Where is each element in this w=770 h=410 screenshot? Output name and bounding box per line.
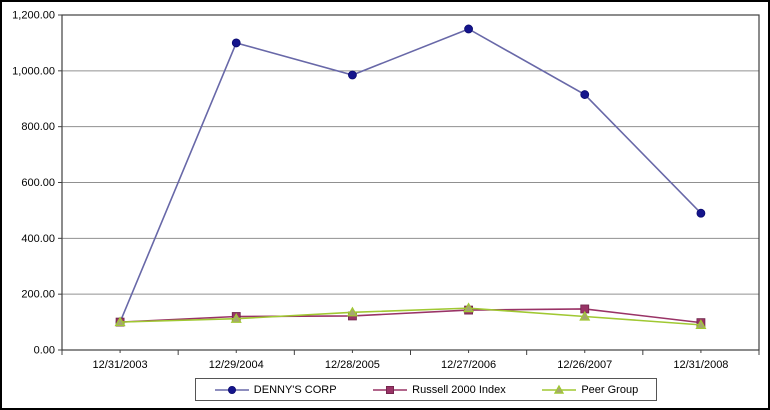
y-axis-label: 400.00 — [21, 233, 55, 245]
data-point — [463, 302, 475, 313]
x-axis-label: 12/31/2008 — [673, 359, 728, 371]
y-axis-label: 600.00 — [21, 177, 55, 189]
y-axis-label: 800.00 — [21, 121, 55, 133]
legend-marker — [227, 385, 236, 394]
x-axis-label: 12/26/2007 — [557, 359, 612, 371]
series-line-2 — [120, 307, 701, 326]
data-point — [580, 90, 590, 99]
series-line-0 — [119, 28, 702, 323]
legend-label-peer-group: Peer Group — [581, 383, 639, 396]
legend-item-dennys-corp: DENNY'S CORP — [214, 384, 337, 396]
legend-marker — [554, 384, 565, 394]
series-line-1 — [120, 308, 702, 324]
data-point — [348, 70, 357, 80]
y-axis-label: 1,200.00 — [12, 10, 55, 22]
y-axis-label: 0.00 — [34, 345, 55, 357]
legend-swatch-dennys-corp-icon — [214, 385, 249, 394]
legend-label-russell-2000: Russell 2000 Index — [412, 383, 506, 396]
legend-swatch-peer-group-icon — [542, 384, 577, 394]
legend-swatch-russell-2000-icon — [373, 385, 408, 394]
y-axis-label: 200.00 — [21, 289, 55, 301]
legend-label-dennys-corp: DENNY'S CORP — [253, 383, 337, 396]
data-point — [464, 24, 473, 34]
x-axis-label: 12/27/2006 — [441, 359, 496, 371]
x-axis-label: 12/28/2005 — [325, 359, 380, 371]
legend-item-peer-group: Peer Group — [541, 384, 638, 396]
chart-legend: DENNY'S CORP Russell 2000 Index Peer Gro… — [195, 378, 657, 401]
data-point — [696, 208, 706, 218]
legend-item-russell-2000: Russell 2000 Index — [372, 384, 506, 396]
data-point — [231, 38, 241, 48]
data-point — [695, 319, 707, 329]
data-point — [346, 306, 358, 317]
y-axis-label: 1,000.00 — [12, 65, 55, 77]
data-point — [230, 313, 242, 323]
legend-marker — [386, 385, 395, 394]
data-point — [114, 316, 126, 327]
data-point — [579, 310, 591, 321]
x-axis-label: 12/29/2004 — [209, 359, 264, 371]
x-axis-label: 12/31/2003 — [93, 359, 148, 371]
